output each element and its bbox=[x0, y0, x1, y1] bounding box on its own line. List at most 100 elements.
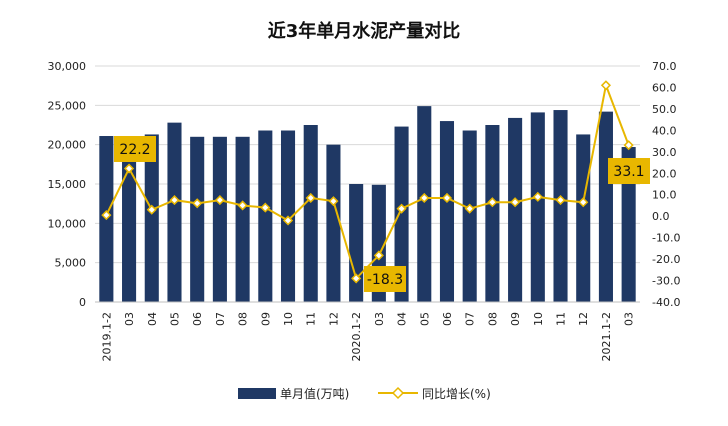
x-tick-label: 06 bbox=[191, 312, 204, 326]
y-left-tick-label: 30,000 bbox=[48, 60, 87, 73]
bar bbox=[190, 136, 205, 302]
line-point bbox=[510, 197, 521, 208]
line-point bbox=[578, 197, 589, 208]
y-left-tick-label: 5,000 bbox=[55, 257, 87, 270]
bar bbox=[576, 134, 591, 302]
x-tick-label: 11 bbox=[305, 312, 318, 326]
x-tick-label: 03 bbox=[623, 312, 636, 326]
y-right-tick-label: -30.0 bbox=[652, 275, 680, 288]
callout-box bbox=[364, 266, 406, 292]
axes: 0 5,000 10,000 15,000 20,000 25,000 30,000 -40.… bbox=[48, 60, 681, 361]
bar bbox=[417, 106, 432, 303]
bar bbox=[462, 130, 477, 302]
bar bbox=[394, 126, 409, 302]
bar bbox=[235, 136, 250, 302]
x-tick-label: 06 bbox=[441, 312, 454, 326]
line-point bbox=[146, 204, 157, 215]
legend-line-label: 同比增长(%) bbox=[422, 387, 491, 401]
bar bbox=[349, 184, 364, 302]
bar bbox=[508, 117, 523, 302]
y-right-tick-label: 30.0 bbox=[652, 146, 677, 159]
y-left-tick-label: 25,000 bbox=[48, 99, 87, 112]
legend-bar-swatch bbox=[238, 388, 276, 399]
bar bbox=[485, 125, 500, 302]
callout-label: 22.2 bbox=[119, 142, 150, 158]
x-tick-label: 12 bbox=[577, 312, 590, 326]
line-point bbox=[101, 210, 112, 221]
grid-lines bbox=[95, 65, 640, 264]
bar bbox=[303, 125, 318, 302]
y-left-tick-label: 10,000 bbox=[48, 217, 87, 230]
callout-label: -18.3 bbox=[367, 272, 403, 288]
line-point bbox=[555, 195, 566, 206]
line-point bbox=[623, 140, 634, 151]
x-tick-label: 10 bbox=[532, 312, 545, 326]
line-point bbox=[237, 200, 248, 211]
y-left-tick-label: 20,000 bbox=[48, 139, 87, 152]
line-point bbox=[328, 196, 339, 207]
callout-label: 33.1 bbox=[613, 164, 644, 180]
x-tick-label: 04 bbox=[396, 312, 409, 326]
y-left-tick-label: 0 bbox=[79, 296, 86, 309]
y-right-tick-label: -20.0 bbox=[652, 253, 680, 266]
y-right-tick-label: 60.0 bbox=[652, 81, 677, 94]
x-tick-label: 09 bbox=[509, 312, 522, 326]
bar bbox=[439, 121, 455, 302]
line-point bbox=[396, 203, 407, 214]
callout-box bbox=[608, 158, 650, 184]
line-point bbox=[124, 163, 135, 174]
bar-series bbox=[99, 106, 636, 303]
callouts: 22.2 -18.3 33.1 bbox=[114, 136, 650, 292]
bar bbox=[598, 111, 613, 302]
y-right-tick-label: 40.0 bbox=[652, 124, 677, 137]
x-tick-label: 08 bbox=[486, 312, 499, 326]
y-left-tick-label: 15,000 bbox=[48, 178, 87, 191]
x-tick-label: 07 bbox=[464, 312, 477, 326]
y-right-tick-label: 70.0 bbox=[652, 60, 677, 73]
legend: 单月值(万吨) 同比增长(%) bbox=[238, 386, 491, 401]
legend-line-marker bbox=[391, 386, 405, 400]
line-point bbox=[305, 192, 316, 204]
bar bbox=[144, 134, 159, 302]
line-point bbox=[600, 80, 611, 91]
x-tick-label: 09 bbox=[259, 312, 272, 326]
line-point bbox=[192, 198, 203, 209]
x-tick-label: 08 bbox=[237, 312, 250, 326]
x-tick-label: 2019.1-2 bbox=[100, 312, 113, 361]
y-right-tick-label: 50.0 bbox=[652, 103, 677, 116]
line-point bbox=[419, 192, 430, 204]
line-point bbox=[464, 203, 475, 214]
y-right-tick-label: 20.0 bbox=[652, 167, 677, 180]
x-tick-label: 03 bbox=[123, 312, 136, 326]
x-tick-label: 10 bbox=[282, 312, 295, 326]
line-point bbox=[260, 202, 271, 213]
y-right-tick-label: 10.0 bbox=[652, 189, 677, 202]
x-tick-label: 2021.1-2 bbox=[600, 312, 613, 361]
chart-title: 近3年单月水泥产量对比 bbox=[268, 20, 461, 42]
bar bbox=[553, 110, 568, 302]
y-right-tick-label: -10.0 bbox=[652, 232, 680, 245]
x-tick-label: 12 bbox=[327, 312, 340, 326]
x-tick-label: 11 bbox=[555, 312, 568, 326]
y-right-tick-label: -40.0 bbox=[652, 296, 680, 309]
x-tick-label: 05 bbox=[418, 312, 431, 326]
bar bbox=[122, 160, 137, 302]
bar bbox=[621, 147, 636, 302]
x-tick-label: 2020.1-2 bbox=[350, 312, 363, 361]
line-point bbox=[169, 195, 180, 206]
x-tick-label: 04 bbox=[146, 312, 159, 326]
line-point bbox=[487, 197, 498, 208]
line-point bbox=[282, 215, 294, 226]
line-point bbox=[214, 195, 225, 206]
bar bbox=[530, 112, 545, 302]
y-right-tick-label: 0.0 bbox=[652, 210, 670, 223]
line-point bbox=[441, 192, 453, 204]
x-tick-label: 03 bbox=[373, 312, 386, 326]
line-point bbox=[373, 250, 384, 261]
x-tick-label: 05 bbox=[168, 312, 181, 326]
legend-bar-label: 单月值(万吨) bbox=[280, 386, 349, 401]
bar bbox=[167, 122, 182, 302]
line-point bbox=[532, 191, 543, 202]
